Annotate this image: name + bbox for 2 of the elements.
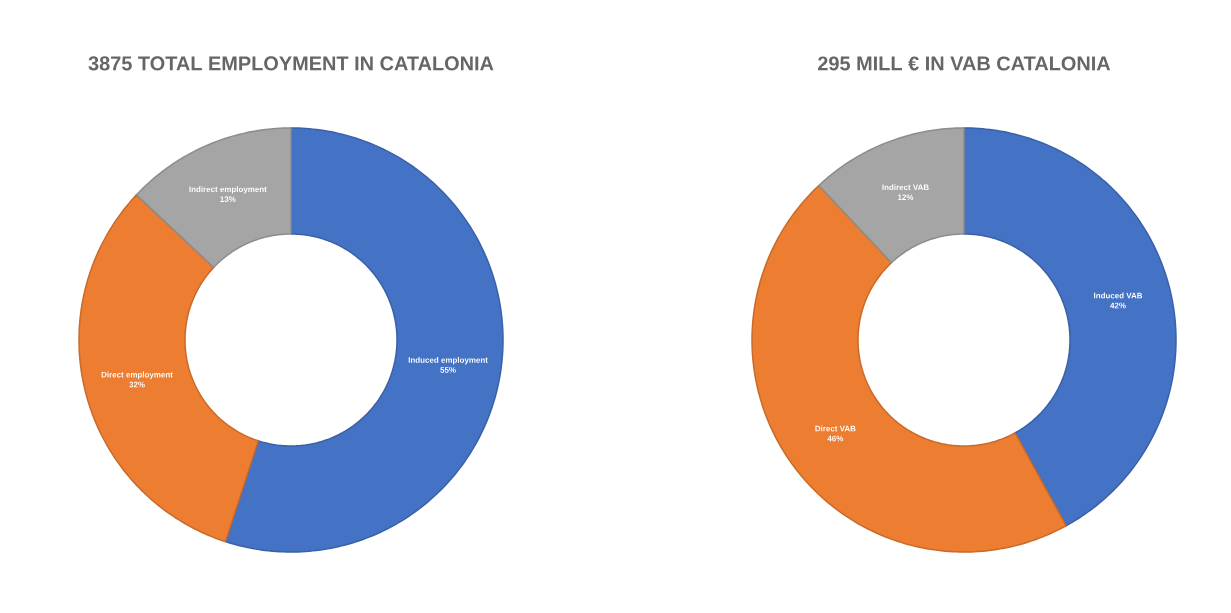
chart-title: 295 MILL € IN VAB CATALONIA	[818, 56, 1111, 71]
chart-title: 3875 TOTAL EMPLOYMENT IN CATALONIA	[88, 56, 494, 71]
